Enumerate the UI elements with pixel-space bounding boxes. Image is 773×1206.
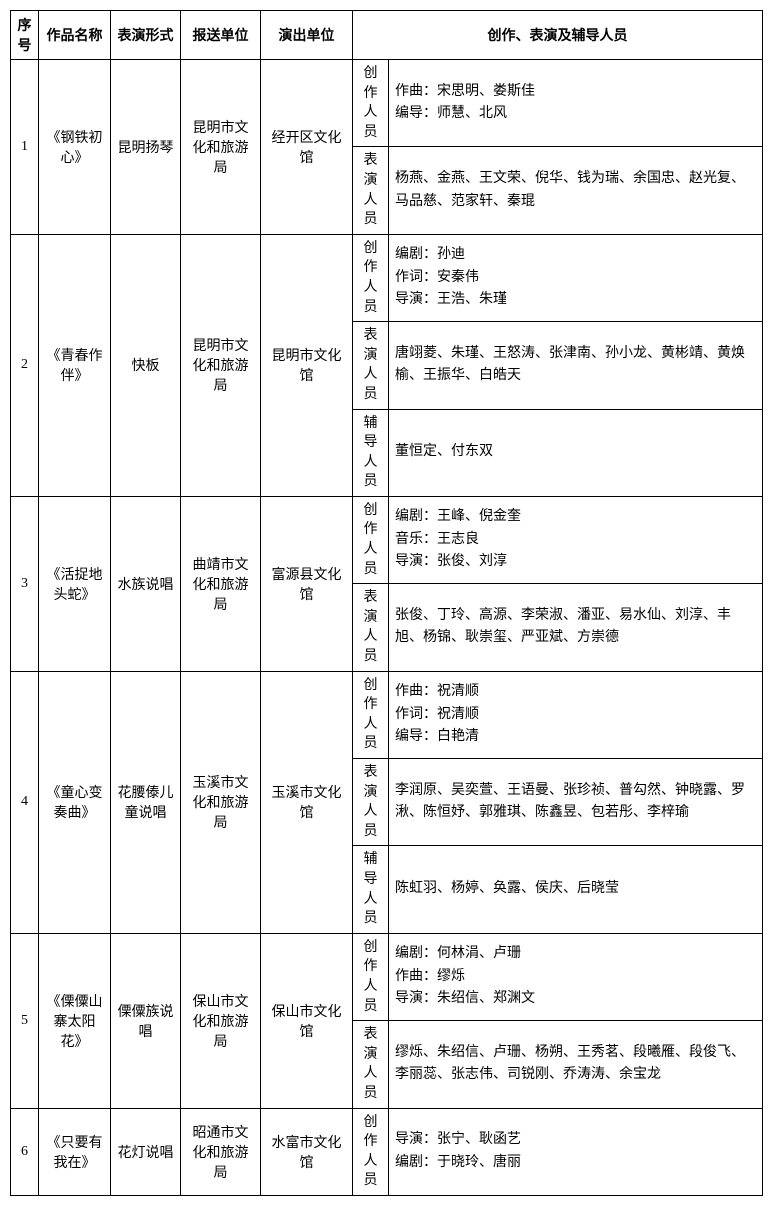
cell-submit: 曲靖市文化和旅游局 — [181, 496, 261, 671]
cell-perform: 保山市文化馆 — [261, 933, 353, 1108]
cell-staff-role: 表演人员 — [353, 322, 389, 409]
cell-name: 《傈僳山寨太阳花》 — [39, 933, 111, 1108]
header-staff: 创作、表演及辅导人员 — [353, 11, 763, 60]
cell-form: 水族说唱 — [111, 496, 181, 671]
cell-staff-people: 董恒定、付东双 — [389, 409, 763, 496]
header-seq: 序号 — [11, 11, 39, 60]
cell-staff-role: 辅导人员 — [353, 409, 389, 496]
cell-perform: 昆明市文化馆 — [261, 234, 353, 496]
cell-seq: 5 — [11, 933, 39, 1108]
cell-staff-people: 陈虹羽、杨婷、奂露、侯庆、后晓莹 — [389, 846, 763, 933]
header-form: 表演形式 — [111, 11, 181, 60]
cell-name: 《活捉地头蛇》 — [39, 496, 111, 671]
cell-form: 花腰傣儿童说唱 — [111, 671, 181, 933]
cell-perform: 富源县文化馆 — [261, 496, 353, 671]
header-row: 序号 作品名称 表演形式 报送单位 演出单位 创作、表演及辅导人员 — [11, 11, 763, 60]
cell-staff-people: 唐翊菱、朱瑾、王怒涛、张津南、孙小龙、黄彬靖、黄焕榆、王振华、白皓天 — [389, 322, 763, 409]
cell-submit: 昆明市文化和旅游局 — [181, 234, 261, 496]
cell-submit: 昭通市文化和旅游局 — [181, 1108, 261, 1195]
cell-staff-people: 杨燕、金燕、王文荣、倪华、钱为瑞、余国忠、赵光复、马品慈、范家轩、秦琨 — [389, 147, 763, 234]
table-row: 5《傈僳山寨太阳花》傈僳族说唱保山市文化和旅游局保山市文化馆创作人员编剧：何林涓… — [11, 933, 763, 1020]
cell-seq: 1 — [11, 60, 39, 235]
cell-seq: 6 — [11, 1108, 39, 1195]
table-row: 4《童心变奏曲》花腰傣儿童说唱玉溪市文化和旅游局玉溪市文化馆创作人员作曲：祝清顺… — [11, 671, 763, 758]
table-row: 6《只要有我在》花灯说唱昭通市文化和旅游局水富市文化馆创作人员导演：张宁、耿函艺… — [11, 1108, 763, 1195]
cell-staff-people: 李润原、吴奕萱、王语曼、张珍祯、普勾然、钟晓露、罗湫、陈恒妤、郭雅琪、陈鑫昱、包… — [389, 759, 763, 846]
table-row: 1《钢铁初心》昆明扬琴昆明市文化和旅游局经开区文化馆创作人员作曲：宋思明、娄斯佳… — [11, 60, 763, 147]
cell-staff-people: 作曲：祝清顺作词：祝清顺编导：白艳清 — [389, 671, 763, 758]
cell-staff-people: 缪烁、朱绍信、卢珊、杨朔、王秀茗、段曦雁、段俊飞、李丽蕊、张志伟、司锐刚、乔涛涛… — [389, 1021, 763, 1108]
cell-staff-role: 表演人员 — [353, 1021, 389, 1108]
cell-seq: 3 — [11, 496, 39, 671]
cell-staff-people: 编剧：何林涓、卢珊作曲：缪烁导演：朱绍信、郑渊文 — [389, 933, 763, 1020]
table-body: 1《钢铁初心》昆明扬琴昆明市文化和旅游局经开区文化馆创作人员作曲：宋思明、娄斯佳… — [11, 60, 763, 1196]
cell-staff-people: 编剧：孙迪作词：安秦伟导演：王浩、朱瑾 — [389, 234, 763, 321]
works-table: 序号 作品名称 表演形式 报送单位 演出单位 创作、表演及辅导人员 1《钢铁初心… — [10, 10, 763, 1196]
cell-staff-role: 辅导人员 — [353, 846, 389, 933]
cell-staff-role: 创作人员 — [353, 496, 389, 583]
cell-staff-role: 创作人员 — [353, 234, 389, 321]
cell-staff-role: 创作人员 — [353, 1108, 389, 1195]
cell-form: 昆明扬琴 — [111, 60, 181, 235]
cell-name: 《青春作伴》 — [39, 234, 111, 496]
cell-staff-people: 导演：张宁、耿函艺编剧：于晓玲、唐丽 — [389, 1108, 763, 1195]
cell-staff-role: 表演人员 — [353, 584, 389, 671]
cell-name: 《钢铁初心》 — [39, 60, 111, 235]
header-perform: 演出单位 — [261, 11, 353, 60]
cell-perform: 水富市文化馆 — [261, 1108, 353, 1195]
cell-staff-people: 编剧：王峰、倪金奎音乐：王志良导演：张俊、刘淳 — [389, 496, 763, 583]
cell-staff-role: 创作人员 — [353, 933, 389, 1020]
table-row: 2《青春作伴》快板昆明市文化和旅游局昆明市文化馆创作人员编剧：孙迪作词：安秦伟导… — [11, 234, 763, 321]
cell-staff-role: 表演人员 — [353, 759, 389, 846]
cell-staff-role: 创作人员 — [353, 671, 389, 758]
cell-staff-people: 作曲：宋思明、娄斯佳编导：师慧、北风 — [389, 60, 763, 147]
cell-perform: 玉溪市文化馆 — [261, 671, 353, 933]
cell-submit: 玉溪市文化和旅游局 — [181, 671, 261, 933]
cell-perform: 经开区文化馆 — [261, 60, 353, 235]
cell-seq: 4 — [11, 671, 39, 933]
cell-name: 《只要有我在》 — [39, 1108, 111, 1195]
cell-staff-role: 创作人员 — [353, 60, 389, 147]
cell-seq: 2 — [11, 234, 39, 496]
cell-form: 花灯说唱 — [111, 1108, 181, 1195]
header-name: 作品名称 — [39, 11, 111, 60]
cell-staff-role: 表演人员 — [353, 147, 389, 234]
cell-staff-people: 张俊、丁玲、高源、李荣淑、潘亚、易水仙、刘淳、丰旭、杨锦、耿崇玺、严亚斌、方崇德 — [389, 584, 763, 671]
cell-name: 《童心变奏曲》 — [39, 671, 111, 933]
table-row: 3《活捉地头蛇》水族说唱曲靖市文化和旅游局富源县文化馆创作人员编剧：王峰、倪金奎… — [11, 496, 763, 583]
cell-form: 快板 — [111, 234, 181, 496]
cell-submit: 昆明市文化和旅游局 — [181, 60, 261, 235]
header-submit: 报送单位 — [181, 11, 261, 60]
cell-form: 傈僳族说唱 — [111, 933, 181, 1108]
cell-submit: 保山市文化和旅游局 — [181, 933, 261, 1108]
